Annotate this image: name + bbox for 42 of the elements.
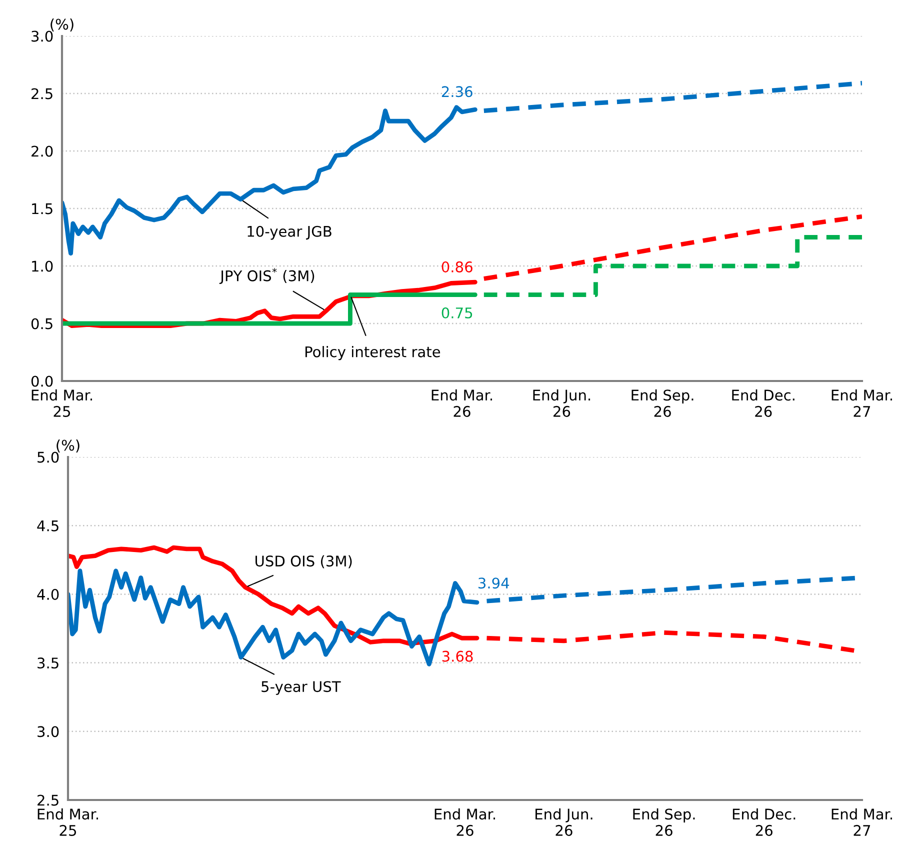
x-tick-label: End Mar. 25 [38, 808, 98, 836]
data-label: 2.36 [442, 86, 472, 98]
line-series [482, 214, 862, 281]
data-label: 0.75 [442, 307, 472, 318]
series-label: 10-year JGB [248, 226, 332, 240]
y-tick-label: 3.0 [38, 726, 59, 738]
y-axis-title: (%) [56, 439, 80, 452]
line-series [68, 545, 480, 646]
x-tick-label: End Mar. 27 [832, 389, 892, 417]
y-tick-label: 3.0 [32, 30, 53, 42]
series-label: Policy interest rate [305, 346, 440, 360]
line-series [68, 568, 480, 666]
data-label: 3.94 [478, 578, 510, 589]
y-tick-label: 2.5 [38, 794, 58, 806]
line-series [62, 105, 478, 256]
y-tick-label: 2.5 [32, 88, 52, 100]
x-tick-label: End Jun. 26 [533, 389, 590, 417]
x-tick-label: End Dec. 26 [732, 808, 796, 836]
x-tick-label: End Mar. 26 [432, 389, 492, 417]
y-tick-label: 3.5 [38, 658, 58, 669]
line-series [482, 80, 862, 113]
x-tick-label: End Dec. 26 [732, 389, 794, 417]
x-tick-label: End Jun. 26 [536, 808, 592, 836]
y-tick-label: 1.5 [32, 203, 52, 214]
x-tick-label: End Sep. 26 [633, 808, 695, 836]
text: 5-year UST [262, 681, 341, 695]
data-label: 3.68 [442, 650, 473, 662]
x-tick-label: End Mar. 26 [434, 808, 496, 836]
y-tick-label: 0.5 [31, 318, 52, 330]
x-tick-label: End Mar. 27 [832, 808, 892, 836]
y-tick-label: 5.0 [38, 452, 59, 463]
y-tick-label: 1.0 [32, 260, 53, 272]
data-label: 0.86 [442, 261, 472, 272]
x-tick-label: End Mar. 25 [32, 389, 92, 417]
y-tick-label: 4.0 [37, 588, 59, 600]
series-label: JPY OIS$^{*}$ (3M) [219, 268, 314, 284]
y-tick-label: 4.5 [37, 520, 58, 532]
x-tick-label: End Sep. 26 [632, 389, 694, 417]
y-tick-label: 0.0 [31, 376, 53, 387]
y-tick-label: 2.0 [32, 146, 53, 157]
series-label: USD OIS (3M) [256, 555, 352, 568]
y-axis-title: (%) [50, 18, 74, 32]
